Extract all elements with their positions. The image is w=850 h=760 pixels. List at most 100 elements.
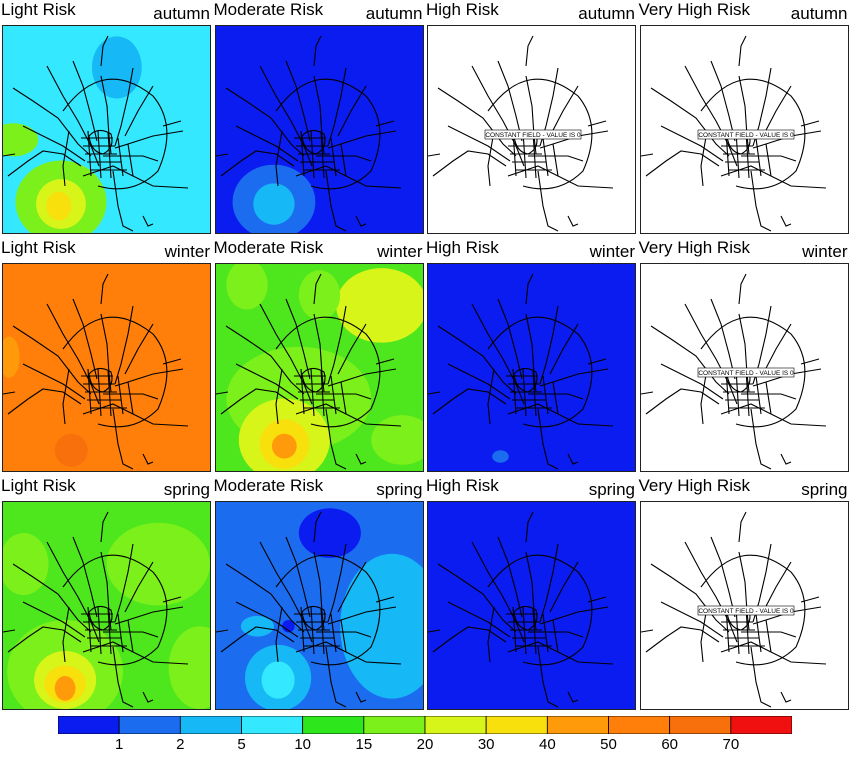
colorbar-tick-label: 10 <box>294 736 311 753</box>
road-network <box>640 273 826 470</box>
panel-season-label: winter <box>589 242 635 261</box>
colorbar-tick-label: 60 <box>661 736 678 753</box>
constant-field-label: CONSTANT FIELD - VALUE IS 0 <box>698 370 794 377</box>
road-network <box>3 273 189 470</box>
map-panel: High Risk autumn CONSTANT FIELD - VALUE IS… <box>425 0 637 238</box>
risk-contour-region <box>261 661 295 699</box>
panel-risk-title: Very High Risk <box>638 476 750 495</box>
panel-season-label: autumn <box>365 4 423 23</box>
constant-field-label: CONSTANT FIELD - VALUE IS 0 <box>485 132 581 139</box>
colorbar-tick-label: 30 <box>477 736 495 753</box>
colorbar-segment <box>608 716 671 734</box>
map-panel: Very High Risk autumn CONSTANT FIELD - VAL… <box>638 0 850 238</box>
risk-contour-region <box>298 508 361 558</box>
panel-season-label: spring <box>376 480 423 499</box>
risk-contour-region <box>335 268 423 343</box>
panel-risk-title: Moderate Risk <box>213 238 324 257</box>
colorbar <box>58 716 792 734</box>
map-panel: Light Risk autumn <box>0 0 212 238</box>
colorbar-segment <box>241 716 304 734</box>
panel-risk-title: Light Risk <box>1 476 76 495</box>
map-panel: Moderate Risk spring <box>213 476 425 714</box>
colorbar-segment <box>730 716 792 734</box>
risk-contour-region <box>339 553 423 699</box>
risk-contour-region <box>54 433 88 467</box>
map-panel: Moderate Risk winter <box>213 238 425 476</box>
colorbar-tick-label: 40 <box>538 736 556 753</box>
risk-contour-region <box>3 336 20 378</box>
colorbar-tick-label: 50 <box>600 736 617 753</box>
colorbar-segment <box>363 716 426 734</box>
risk-map: CONSTANT FIELD - VALUE IS 0 <box>427 25 636 234</box>
risk-contour-region <box>298 270 340 320</box>
constant-field-label: CONSTANT FIELD - VALUE IS 0 <box>698 608 794 615</box>
colorbar-segment <box>546 716 609 734</box>
risk-map <box>427 501 636 710</box>
risk-map: CONSTANT FIELD - VALUE IS 0 <box>639 25 849 234</box>
risk-contour-region <box>54 675 76 701</box>
road-network <box>215 35 401 232</box>
panel-risk-title: High Risk <box>426 238 499 257</box>
constant-field-label: CONSTANT FIELD - VALUE IS 0 <box>698 132 794 139</box>
colorbar-tick-labels: 1 2 5 10 15 20 30 40 50 60 70 <box>0 736 850 756</box>
panel-risk-title: Light Risk <box>1 0 76 19</box>
risk-map <box>2 25 211 234</box>
road-network <box>215 511 401 708</box>
colorbar-segment <box>669 716 732 734</box>
risk-contour-region <box>92 36 142 99</box>
map-panel: Light Risk spring <box>0 476 212 714</box>
road-network <box>428 273 614 470</box>
risk-contour-region <box>168 626 210 709</box>
colorbar-tick-label: 20 <box>416 736 434 753</box>
road-network <box>428 35 614 232</box>
road-network <box>3 35 189 232</box>
map-panel: Very High Risk winter CONSTANT FIELD - VAL… <box>638 238 850 476</box>
panel-season-label: winter <box>164 242 210 261</box>
map-background <box>428 264 635 471</box>
risk-map: CONSTANT FIELD - VALUE IS 0 <box>639 263 849 472</box>
panel-risk-title: Very High Risk <box>638 238 750 257</box>
risk-map <box>214 25 424 234</box>
risk-map <box>214 263 424 472</box>
risk-map <box>2 263 211 472</box>
risk-map: CONSTANT FIELD - VALUE IS 0 <box>639 501 849 710</box>
colorbar-segment <box>118 716 181 734</box>
colorbar-segment <box>424 716 487 734</box>
risk-contour-region <box>46 191 72 221</box>
map-panel: Light Risk winter <box>0 238 212 476</box>
colorbar-tick-label: 5 <box>237 736 246 753</box>
risk-contour-region <box>252 183 295 225</box>
colorbar-segment <box>179 716 242 734</box>
panel-risk-title: Very High Risk <box>638 0 750 19</box>
panel-season-label: spring <box>801 480 848 499</box>
map-background <box>640 264 848 471</box>
risk-map <box>427 263 636 472</box>
panel-season-label: autumn <box>153 4 210 23</box>
constant-field-label-box <box>484 129 582 140</box>
risk-map <box>2 501 211 710</box>
colorbar-tick-label: 15 <box>355 736 373 753</box>
risk-contour-region <box>225 264 268 310</box>
road-network <box>3 511 189 708</box>
panel-season-label: spring <box>163 480 210 499</box>
risk-contour-region <box>106 522 210 606</box>
colorbar-segment <box>58 716 120 734</box>
risk-contour-region <box>3 123 39 157</box>
panel-season-label: spring <box>588 480 635 499</box>
risk-contour-region <box>271 433 297 459</box>
panel-risk-title: High Risk <box>426 0 499 19</box>
constant-field-label-box <box>697 367 794 378</box>
map-background <box>428 26 635 233</box>
map-panel: Moderate Risk autumn <box>213 0 425 238</box>
colorbar-segment <box>485 716 548 734</box>
panel-season-label: autumn <box>578 4 635 23</box>
map-background <box>3 264 210 471</box>
road-network <box>428 511 614 708</box>
colorbar-tick-label: 1 <box>114 736 124 753</box>
map-panel: High Risk spring <box>425 476 637 714</box>
risk-contour-region <box>492 450 509 463</box>
map-panel: High Risk winter <box>425 238 637 476</box>
map-background <box>428 502 635 709</box>
panel-risk-title: Moderate Risk <box>213 0 324 19</box>
colorbar-tick-label: 70 <box>722 736 740 753</box>
